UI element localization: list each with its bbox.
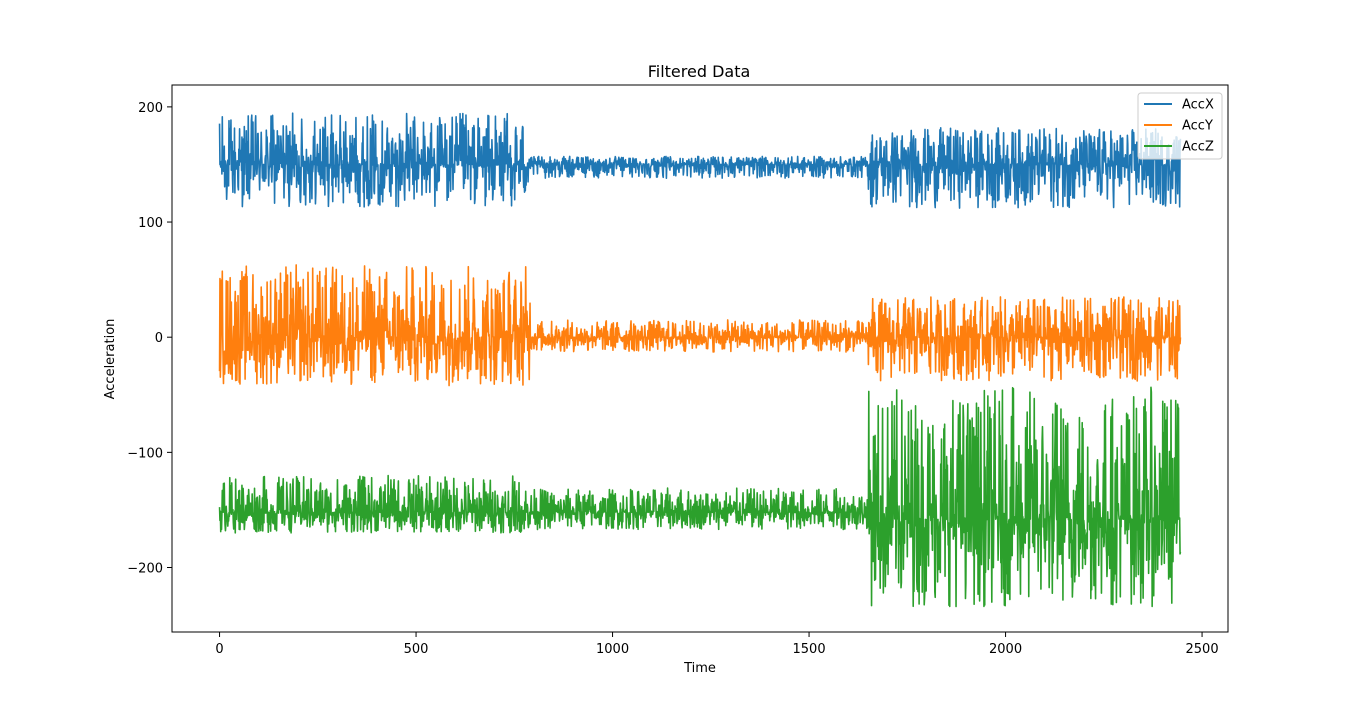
x-tick-label: 0 [215,642,223,657]
x-axis-label: Time [683,661,716,676]
y-axis: 200 100 0 −100 −200 [127,101,172,577]
x-tick-label: 2500 [1186,642,1219,657]
series-line-accz [218,386,1182,608]
x-tick-label: 1000 [596,642,629,657]
legend: AccX AccY AccZ [1137,92,1223,160]
x-tick-label: 500 [404,642,429,657]
plot-frame [171,84,1229,633]
y-tick-label: 100 [138,216,163,231]
legend-label: AccZ [1182,140,1214,155]
y-tick-label: −200 [127,562,163,577]
y-tick-label: −100 [127,446,163,461]
legend-box [1137,92,1223,160]
x-tick-label: 2000 [989,642,1022,657]
legend-label: AccY [1182,119,1213,134]
series-line-accy [218,264,1182,387]
x-axis: 0 500 1000 1500 2000 2500 [215,632,1219,657]
series-layer [218,112,1182,608]
x-tick-label: 1500 [793,642,826,657]
series-line-accx [218,112,1182,209]
legend-label: AccX [1182,98,1214,113]
y-tick-label: 200 [138,101,163,116]
y-axis-label: Acceleration [103,319,118,400]
chart-title: Filtered Data [648,62,751,81]
y-tick-label: 0 [155,331,163,346]
